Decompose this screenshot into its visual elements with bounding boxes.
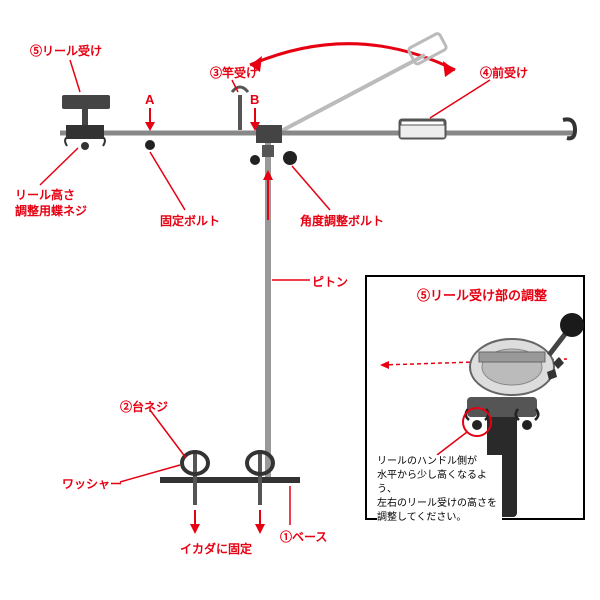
label-washer: ワッシャー bbox=[62, 475, 122, 492]
label-kakudo-bolt: 角度調整ボルト bbox=[300, 212, 384, 229]
label-kotei-bolt: 固定ボルト bbox=[160, 212, 220, 229]
label-base: ①ベース bbox=[280, 528, 327, 545]
marker-b: B bbox=[250, 92, 259, 107]
label-reel-uke: ⑤リール受け bbox=[30, 42, 102, 59]
label-ikada: イカダに固定 bbox=[180, 540, 252, 557]
label-piton: ピトン bbox=[312, 273, 348, 290]
label-mae-uke: ④前受け bbox=[480, 64, 528, 81]
label-dai-neji: ②台ネジ bbox=[120, 398, 168, 415]
inset-caption: リールのハンドル側が水平から少し高くなるよう、左右のリール受けの高さを調整してく… bbox=[377, 455, 502, 525]
label-sao-uke: ③竿受け bbox=[210, 64, 258, 81]
angle-knob bbox=[283, 151, 297, 165]
marker-a: A bbox=[145, 92, 154, 107]
label-reel-height: リール高さ調整用蝶ネジ bbox=[15, 188, 87, 219]
inset-box: ⑤リール受け部の調整 リールのハンドル側が水平から少し高くなるよう、左右のリール… bbox=[365, 275, 585, 520]
